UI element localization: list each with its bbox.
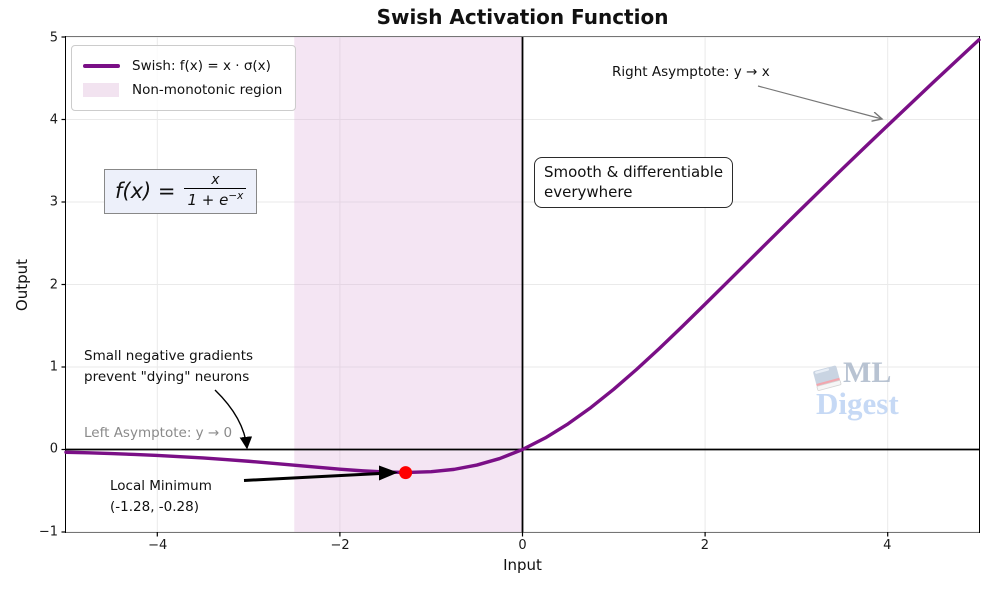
- y-tick-label: 4: [49, 112, 58, 128]
- legend-label-region: Non-monotonic region: [132, 82, 283, 98]
- formula-denominator: 1 + e−x: [184, 188, 247, 210]
- non-monotonic-patch-swatch: [83, 83, 119, 97]
- local-minimum-label: Local Minimum (-1.28, -0.28): [110, 478, 212, 515]
- x-tick-label: 4: [883, 538, 892, 553]
- formula-lhs: f(x) =: [115, 179, 176, 204]
- formula-fraction: x 1 + e−x: [184, 172, 247, 210]
- y-axis-label: Output: [13, 258, 31, 312]
- formula-denominator-base: 1 + e: [187, 191, 229, 210]
- y-tick-label: 3: [49, 194, 58, 210]
- left-asymptote-label: Left Asymptote: y → 0: [84, 425, 233, 441]
- y-tick-label: 1: [49, 359, 58, 375]
- non-monotonic-region: [294, 37, 523, 532]
- dying-neurons-note: Small negative gradients prevent "dying"…: [84, 348, 254, 385]
- formula-numerator: x: [211, 172, 220, 188]
- y-tick-label: 5: [49, 30, 58, 45]
- x-tick-label: −2: [330, 538, 350, 553]
- local-minimum-marker: [399, 466, 413, 480]
- x-tick-label: −4: [148, 538, 168, 553]
- y-tick-label: 0: [49, 441, 58, 457]
- watermark-ml-text: ML: [843, 356, 892, 389]
- x-tick-label: 2: [700, 538, 710, 553]
- y-tick-label: 2: [49, 277, 58, 292]
- legend-label-swish: Swish: f(x) = x · σ(x): [132, 58, 271, 74]
- legend-item-swish: Swish: f(x) = x · σ(x): [83, 54, 282, 78]
- swish-line-swatch: [83, 64, 120, 68]
- formula-box: f(x) = x 1 + e−x: [104, 169, 258, 215]
- swish-curve-chart: [61, 36, 981, 537]
- x-tick-label: 0: [518, 538, 527, 553]
- formula-denominator-exponent: −x: [228, 190, 244, 203]
- legend: Swish: f(x) = x · σ(x) Non-monotonic reg…: [71, 45, 297, 111]
- watermark: ML Digest: [808, 356, 938, 426]
- y-tick-label: −1: [38, 524, 58, 539]
- smooth-differentiable-note: Smooth & differentiable everywhere: [534, 157, 734, 208]
- book-icon: [813, 365, 842, 391]
- legend-item-region: Non-monotonic region: [83, 78, 282, 102]
- chart-title: Swish Activation Function: [376, 5, 669, 29]
- swish-curve: [64, 38, 981, 475]
- right-asymptote-label: Right Asymptote: y → x: [612, 64, 770, 80]
- watermark-digest-text: Digest: [816, 386, 899, 421]
- x-axis-label: Input: [503, 556, 542, 574]
